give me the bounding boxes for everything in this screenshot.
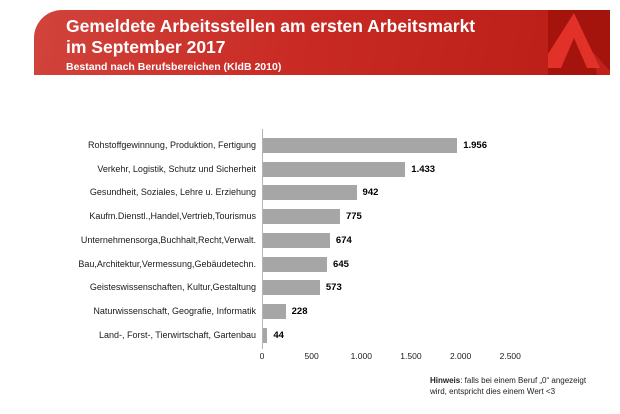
- page-title-line-1: Gemeldete Arbeitsstellen am ersten Arbei…: [66, 16, 476, 36]
- bar: [263, 138, 458, 153]
- bar: [263, 161, 406, 177]
- category-label: Land-, Forst-, Tierwirtschaft, Gartenbau: [98, 329, 256, 340]
- x-axis-tick-label: 2.000: [449, 351, 472, 361]
- value-label: 44: [273, 329, 284, 341]
- bar: [263, 303, 286, 319]
- category-label: Geisteswissenschaften, Kultur,Gestaltung: [89, 282, 256, 293]
- bar: [263, 185, 357, 201]
- header-text: Gemeldete Arbeitsstellen am ersten Arbei…: [66, 16, 475, 73]
- footnote-label: Hinweis: [430, 376, 461, 385]
- y-axis-line: [262, 129, 263, 349]
- x-axis-tick-label: 1.500: [400, 351, 422, 361]
- value-label: 1.433: [411, 163, 436, 175]
- category-label: Verkehr, Logistik, Schutz und Sicherheit: [97, 163, 256, 174]
- value-label: 942: [362, 187, 379, 199]
- bar: [263, 327, 268, 343]
- x-axis-tick-label: 1.000: [350, 351, 372, 361]
- category-label: Bau,Architektur,Vermessung,Gebäudetechn.: [78, 258, 256, 269]
- footnote: Hinweis: falls bei einem Beruf „0“ angez…: [430, 376, 605, 397]
- page-subtitle: Bestand nach Berufsbereichen (KldB 2010): [66, 61, 282, 73]
- bar: [263, 280, 320, 296]
- header-banner: Gemeldete Arbeitsstellen am ersten Arbei…: [34, 10, 610, 75]
- ba-logo-swoosh: [593, 52, 610, 75]
- category-label: Kaufm.Dienstl.,Handel,Vertrieb,Tourismus: [89, 211, 256, 222]
- footnote-text: : falls bei einem Beruf „0“ angezeigt wi…: [430, 376, 587, 396]
- bar: [263, 232, 330, 248]
- category-label: Naturwissenschaft, Geografie, Informatik: [93, 305, 256, 316]
- page-title-line-2: im September 2017: [66, 37, 226, 57]
- category-label: Rohstoffgewinnung, Produktion, Fertigung: [88, 140, 256, 150]
- value-label: 573: [325, 282, 342, 294]
- value-label: 775: [345, 211, 362, 223]
- value-label: 228: [291, 305, 308, 317]
- x-axis-tick-label: 2.500: [499, 351, 521, 361]
- x-axis-tick-label: 0: [259, 351, 265, 361]
- ba-logo-a-icon: [548, 13, 600, 68]
- category-label: Unternehmensorga,Buchhalt,Recht,Verwalt.: [80, 234, 256, 245]
- bar: [263, 256, 328, 272]
- value-label: 645: [333, 258, 349, 270]
- x-axis-tick-label: 500: [304, 351, 319, 361]
- value-label: 674: [335, 234, 352, 246]
- bar: [263, 209, 340, 225]
- category-label: Gesundheit, Soziales, Lehre u. Erziehung: [89, 187, 256, 198]
- value-label: 1.956: [463, 140, 487, 151]
- ba-logo-icon: [548, 10, 610, 75]
